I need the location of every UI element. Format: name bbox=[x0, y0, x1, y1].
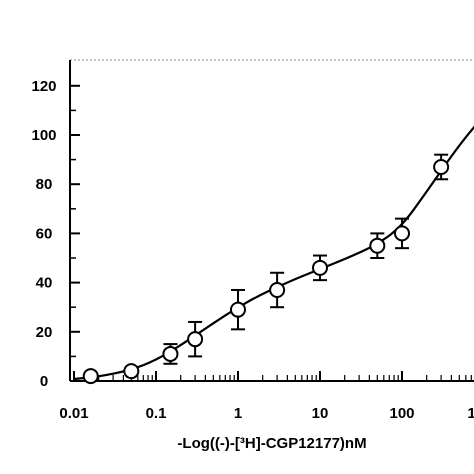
x-tick-label: 1000 bbox=[467, 405, 474, 422]
x-tick-label: 0.1 bbox=[146, 405, 167, 422]
data-point bbox=[269, 281, 286, 298]
x-tick-label: 1 bbox=[234, 405, 242, 422]
x-tick-label: 0.01 bbox=[59, 405, 88, 422]
error-bars bbox=[163, 153, 449, 365]
data-point bbox=[162, 345, 179, 362]
y-tick-label: 100 bbox=[31, 127, 56, 144]
y-tick-label: 20 bbox=[36, 324, 53, 341]
data-point bbox=[82, 368, 99, 385]
y-tick-label: 80 bbox=[36, 176, 53, 193]
data-point bbox=[433, 158, 450, 175]
data-point bbox=[312, 259, 328, 276]
data-point bbox=[230, 301, 246, 318]
data-point bbox=[369, 237, 386, 254]
y-tick-label: 120 bbox=[31, 78, 56, 95]
data-point bbox=[123, 363, 140, 380]
x-axis-label: -Log((-)-[³H]-CGP12177)nM bbox=[177, 435, 366, 452]
x-ticks: 0.01 0.1 1 10 100 1000 bbox=[59, 371, 474, 422]
y-ticks: 0 20 40 60 80 100 120 bbox=[31, 78, 80, 390]
y-tick-label: 60 bbox=[36, 225, 53, 242]
data-point bbox=[394, 225, 410, 242]
y-tick-label: 40 bbox=[36, 275, 53, 292]
fit-line bbox=[73, 125, 474, 381]
x-tick-label: 100 bbox=[389, 405, 414, 422]
x-tick-label: 10 bbox=[312, 405, 329, 422]
data-point bbox=[187, 331, 204, 348]
y-tick-label: 0 bbox=[40, 373, 48, 390]
data-points bbox=[82, 158, 450, 385]
